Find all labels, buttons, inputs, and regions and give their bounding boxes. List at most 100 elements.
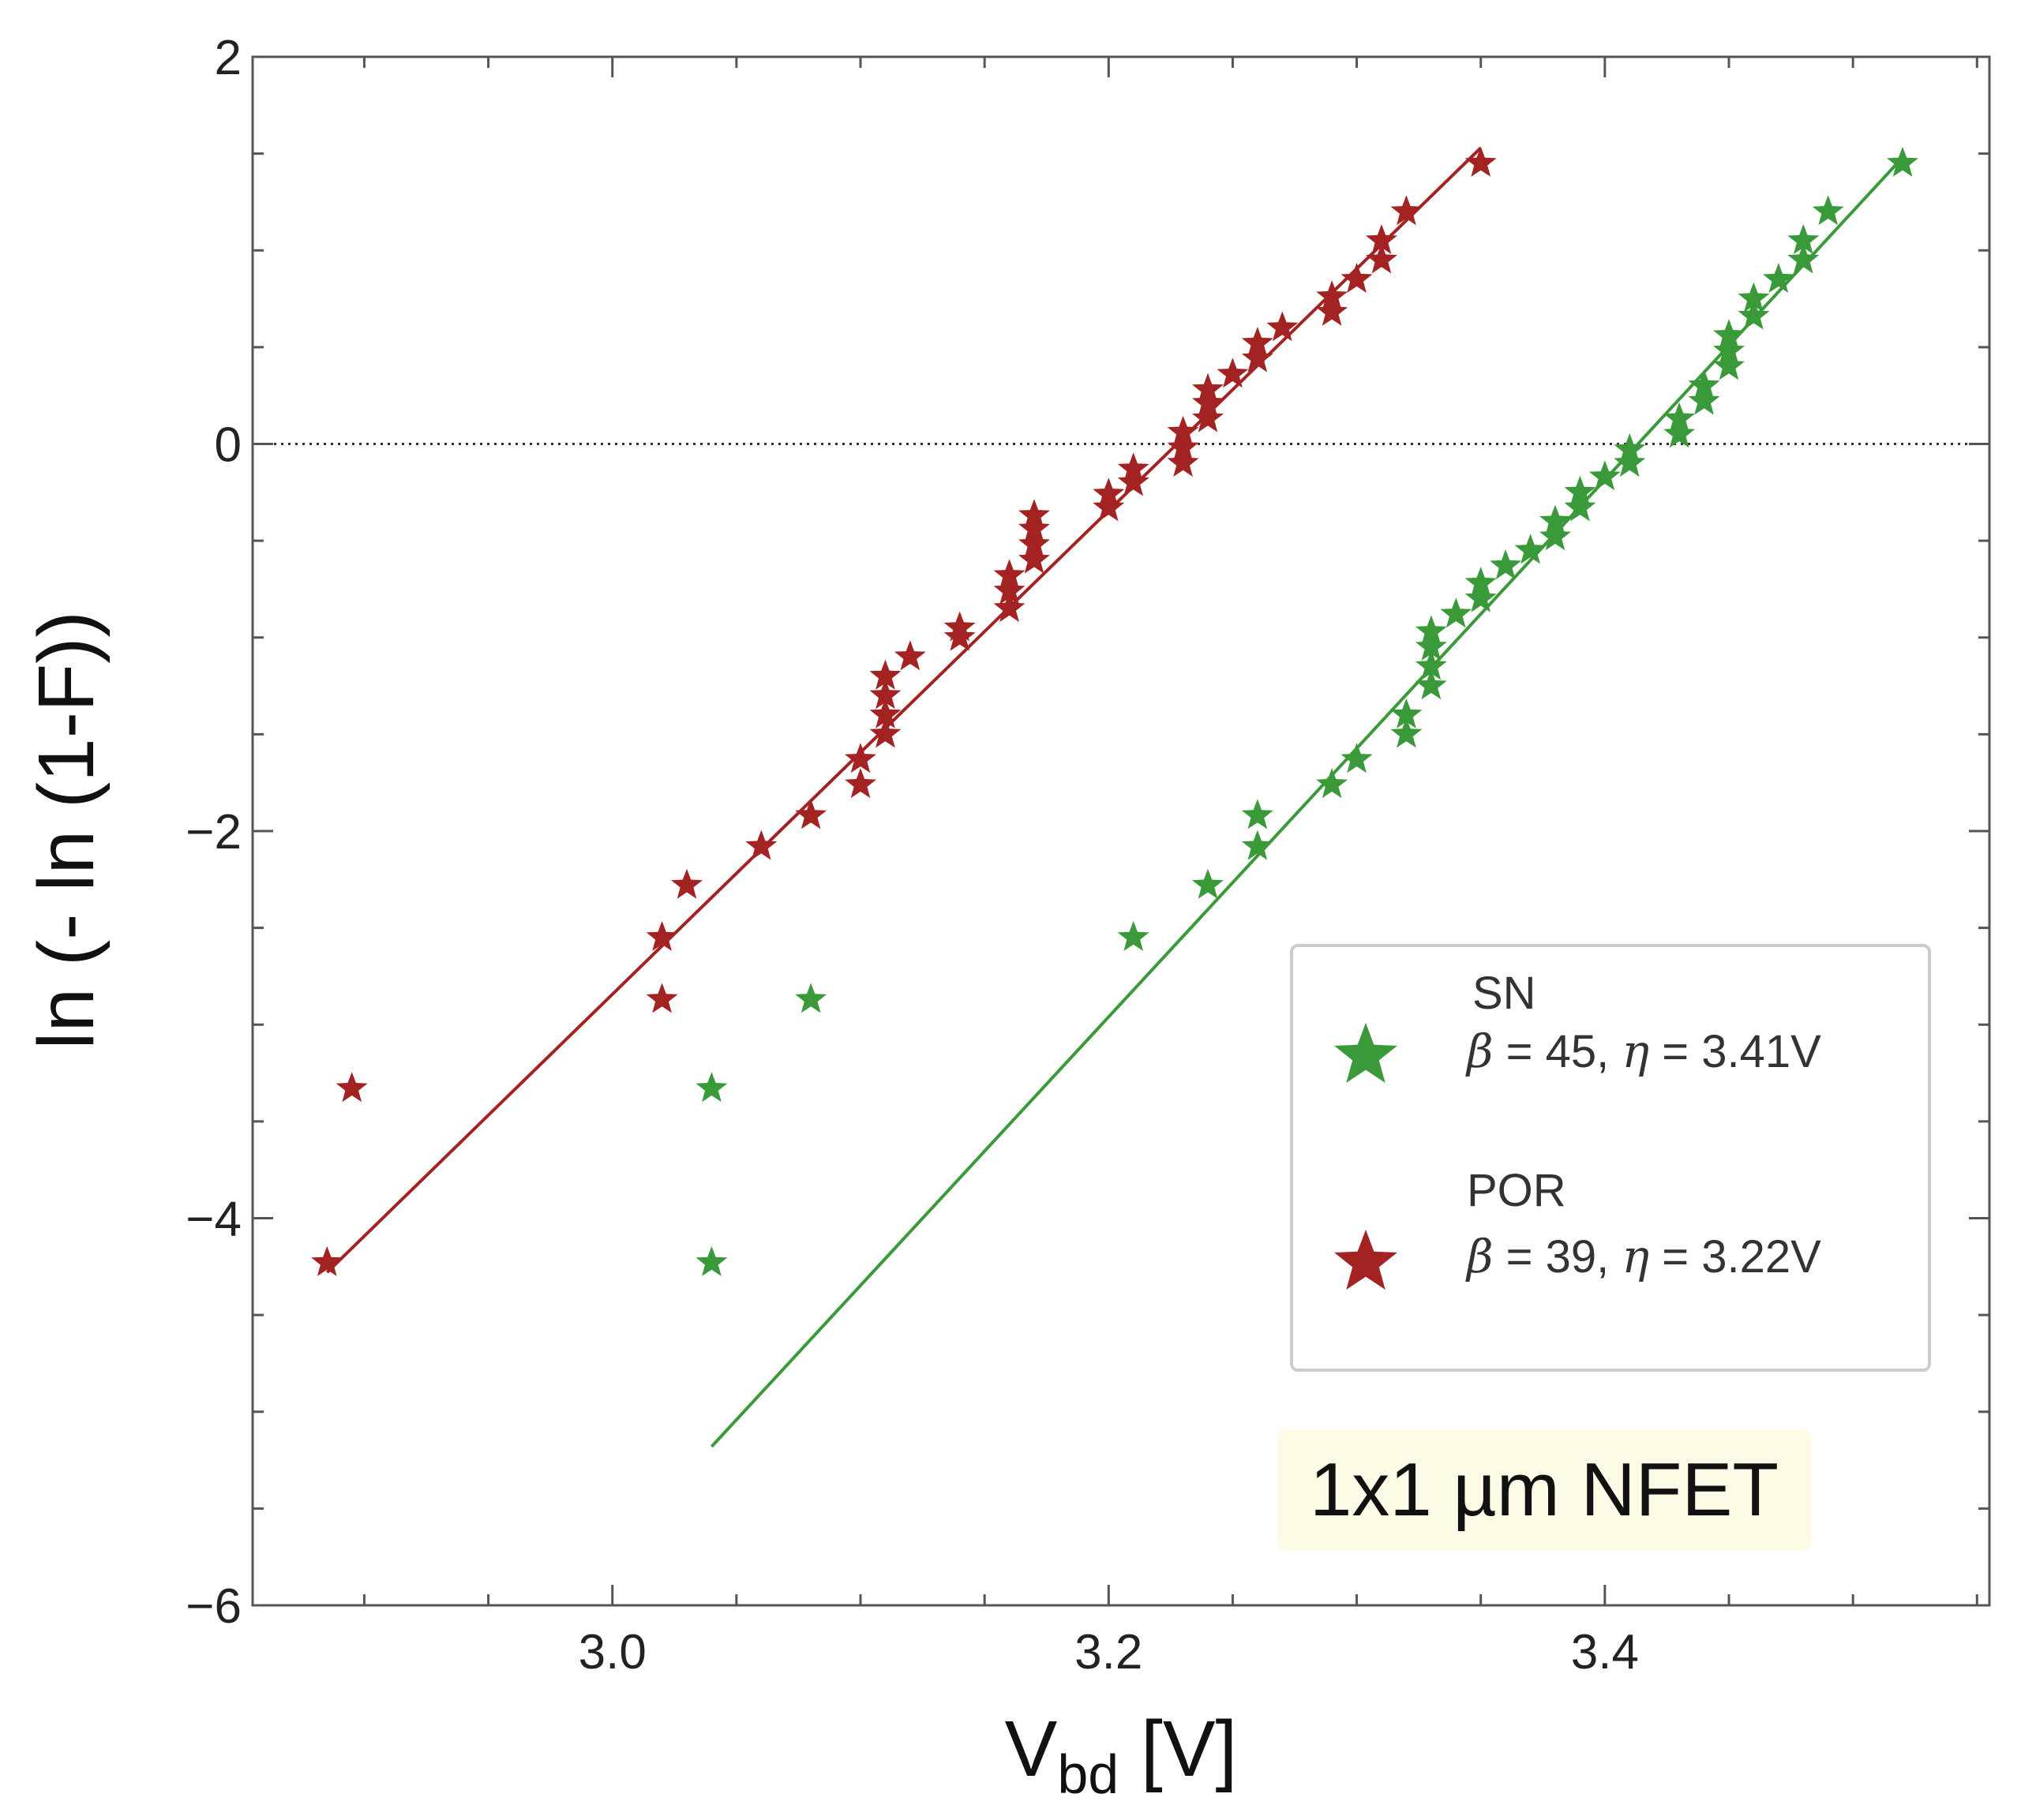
device-annotation-box [1277,1430,1811,1550]
point-por [1117,452,1149,483]
point-por [1018,543,1050,574]
point-por [869,679,902,710]
point-por [845,768,876,799]
point-por [646,983,678,1013]
point-sn [1415,650,1447,680]
point-por [1167,415,1199,446]
point-por [1018,499,1050,530]
point-sn [1614,447,1646,477]
point-sn [1713,319,1745,350]
point-sn [1787,243,1820,274]
point-sn [1490,549,1522,579]
point-por [993,559,1025,590]
point-sn [1663,418,1696,448]
point-por [1192,373,1224,403]
point-sn [1713,350,1745,380]
point-sn [795,983,827,1013]
point-por [745,829,778,860]
point-por [943,611,976,642]
point-por [795,799,827,829]
axis-ticks: 2 0 −2 −4 −6 3.0 3.2 3.4 [186,31,1989,1680]
point-sn [1887,146,1918,177]
point-sn [1192,868,1224,899]
point-sn [1464,567,1497,597]
point-por [993,574,1025,605]
point-por [1093,491,1125,522]
legend-star-por [1334,1230,1397,1290]
point-por [1340,263,1373,293]
point-por [1241,327,1273,357]
point-sn [1688,369,1720,399]
y-tick-label: 2 [215,31,242,85]
data-points [311,146,1918,1276]
x-tick-label: 3.4 [1571,1625,1639,1680]
point-por [894,640,926,671]
point-sn [1464,582,1497,612]
point-por [1316,295,1348,326]
legend-params-sn: β = 45, η = 3.41V [1465,1024,1821,1078]
point-por [1217,358,1249,388]
point-por [1167,447,1199,477]
point-por [1167,431,1199,462]
point-sn [1241,829,1273,860]
y-tick-label: −6 [186,1579,242,1634]
x-tick-label: 3.0 [579,1625,647,1680]
point-por [1241,342,1273,373]
legend: SN β = 45, η = 3.41V POR β = 39, η = 3.2… [1290,944,1931,1372]
point-por [1192,387,1224,417]
point-sn [696,1072,728,1103]
point-sn [1688,384,1720,415]
point-por [1366,243,1397,274]
point-sn [1514,534,1547,564]
point-sn [1415,615,1447,646]
point-por [1093,477,1125,508]
point-por [646,920,678,951]
point-por [1266,311,1299,342]
point-por [1464,146,1497,177]
y-tick-label: −4 [186,1193,242,1247]
point-sn [1117,920,1149,951]
point-por [869,659,902,690]
point-por [1018,528,1050,558]
legend-box [1290,944,1931,1372]
point-sn [1390,717,1423,748]
legend-name-sn: SN [1472,968,1536,1019]
point-sn [1812,195,1844,226]
point-sn [1614,433,1646,463]
point-sn [1588,460,1621,491]
y-tick-label: 0 [215,418,242,473]
y-tick-label: −2 [186,805,242,859]
x-tick-label: 3.2 [1074,1625,1142,1680]
point-sn [1564,491,1596,522]
point-sn [1539,504,1571,535]
point-sn [1713,334,1745,365]
y-axis-title: ln (- ln (1-F)) [22,611,111,1050]
point-por [1366,224,1397,254]
point-por [311,1245,343,1276]
device-annotation-text: 1x1 µm NFET [1310,1447,1779,1532]
plot-frame [251,55,1991,1607]
point-por [943,620,976,651]
point-sn [1340,743,1373,773]
point-por [671,868,703,899]
point-por [869,717,902,748]
legend-star-sn [1334,1023,1397,1083]
x-axis-title: Vbd [V] [1005,1705,1238,1805]
point-sn [1762,263,1794,293]
point-por [336,1072,368,1103]
point-por [1018,512,1050,543]
legend-params-por: β = 39, η = 3.22V [1465,1230,1821,1283]
point-sn [1738,282,1770,313]
point-por [845,743,876,773]
point-por [869,698,902,728]
point-por [1316,280,1348,311]
point-por [1117,466,1149,496]
point-sn [696,1245,728,1276]
legend-name-por: POR [1467,1165,1566,1216]
point-sn [1440,597,1472,628]
point-sn [1415,631,1447,661]
device-annotation: 1x1 µm NFET [1277,1430,1811,1550]
point-sn [1316,768,1348,799]
point-sn [1564,475,1596,506]
